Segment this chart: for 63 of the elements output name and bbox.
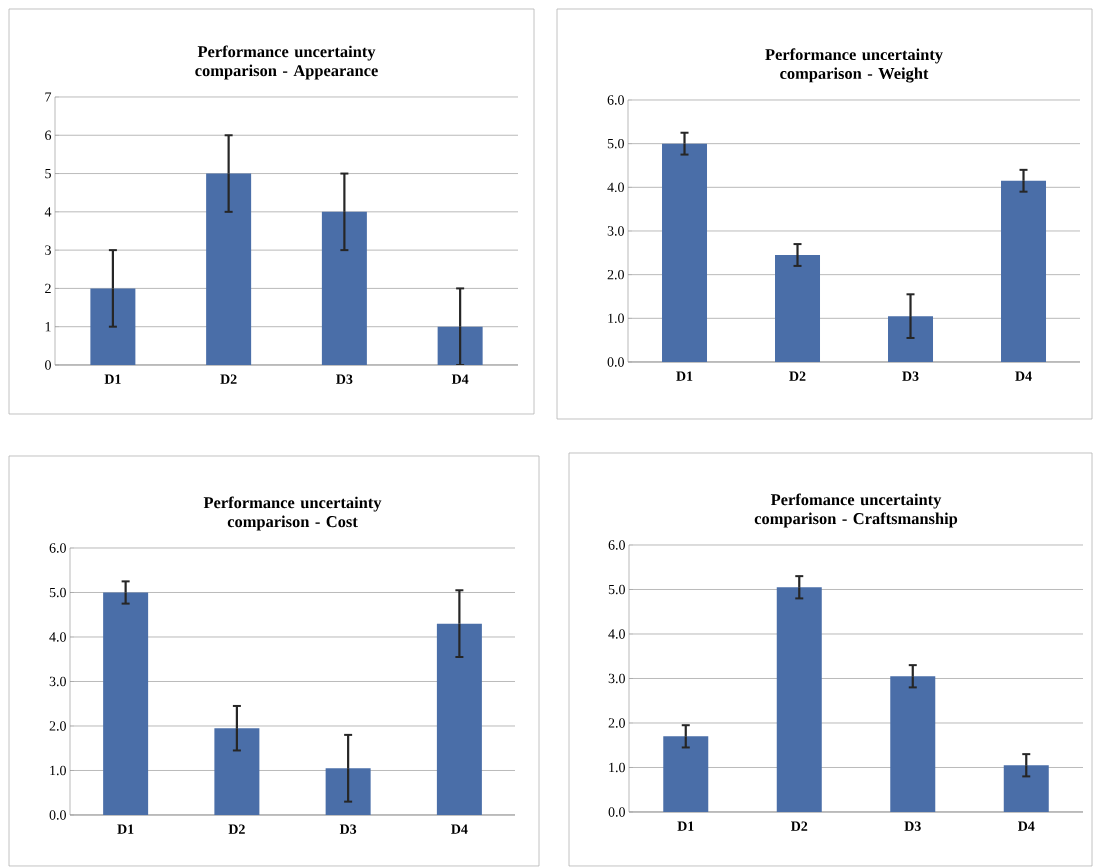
- bar: [776, 587, 822, 812]
- y-tick-label: 2.0: [49, 721, 66, 731]
- bar: [214, 728, 260, 815]
- chart-title: Performance uncertainty comparison - Cost: [203, 496, 382, 531]
- bar: [103, 592, 149, 815]
- bar: [775, 255, 821, 362]
- bar: [206, 173, 252, 365]
- x-tick-label: D1: [676, 371, 693, 381]
- x-tick-label: D3: [902, 371, 919, 381]
- y-tick-label: 4.0: [607, 182, 624, 193]
- chart-title: Performance uncertainty comparison - Appearance: [195, 45, 378, 80]
- y-tick-label: 1.0: [50, 765, 66, 776]
- x-tick-label: D1: [677, 821, 694, 831]
- y-tick-label: 3.0: [607, 226, 624, 236]
- y-tick-label: 1.0: [608, 313, 624, 324]
- y-tick-label: 7: [45, 92, 52, 102]
- y-tick-label: 0.0: [608, 807, 625, 817]
- x-tick-label: D2: [789, 371, 806, 381]
- y-tick-label: 3: [45, 245, 51, 255]
- x-tick-label: D3: [339, 824, 357, 834]
- x-tick-label: D4: [1017, 821, 1035, 831]
- chart-title: Performance uncertainty comparison - Weight: [765, 48, 943, 83]
- x-tick-label: D2: [220, 374, 237, 384]
- y-tick-label: 2: [45, 283, 51, 294]
- y-tick-label: 0.0: [49, 810, 66, 820]
- y-tick-label: 4.0: [49, 632, 66, 642]
- y-tick-label: 6.0: [607, 95, 624, 105]
- y-tick-label: 3.0: [608, 673, 625, 684]
- y-tick-label: 5.0: [608, 584, 625, 595]
- y-tick-label: 1.0: [609, 762, 625, 773]
- bar: [321, 211, 367, 365]
- y-tick-label: 1: [45, 322, 51, 332]
- y-tick-label: 6.0: [608, 540, 625, 550]
- bar: [90, 288, 136, 365]
- y-tick-label: 5: [45, 168, 51, 179]
- x-tick-label: D3: [336, 374, 353, 384]
- bar: [888, 316, 934, 362]
- y-tick-label: 0: [45, 360, 51, 370]
- y-tick-label: 4: [44, 207, 52, 217]
- bar: [1003, 765, 1049, 812]
- x-tick-label: D4: [451, 824, 468, 834]
- x-tick-label: D2: [790, 821, 808, 831]
- y-tick-label: 6: [45, 130, 52, 140]
- bar: [662, 143, 708, 362]
- x-tick-label: D3: [904, 821, 921, 831]
- y-tick-label: 0.0: [607, 357, 624, 367]
- y-tick-label: 4.0: [608, 629, 625, 639]
- y-tick-label: 2.0: [608, 718, 625, 728]
- x-tick-label: D1: [117, 824, 134, 834]
- y-tick-label: 5.0: [49, 587, 66, 598]
- y-tick-label: 2.0: [607, 269, 624, 280]
- x-tick-label: D1: [104, 374, 121, 384]
- y-tick-label: 6.0: [49, 543, 66, 553]
- bar: [890, 676, 936, 812]
- chart-title: Perfomance uncertainty comparison - Craftsmanship: [754, 493, 958, 528]
- x-tick-label: D4: [1015, 371, 1032, 381]
- bar: [663, 736, 709, 812]
- y-tick-label: 5.0: [607, 138, 624, 149]
- x-tick-label: D2: [228, 824, 245, 834]
- x-tick-label: D4: [451, 374, 469, 384]
- bar: [1001, 180, 1047, 362]
- y-tick-label: 3.0: [49, 676, 66, 687]
- bar: [436, 623, 482, 815]
